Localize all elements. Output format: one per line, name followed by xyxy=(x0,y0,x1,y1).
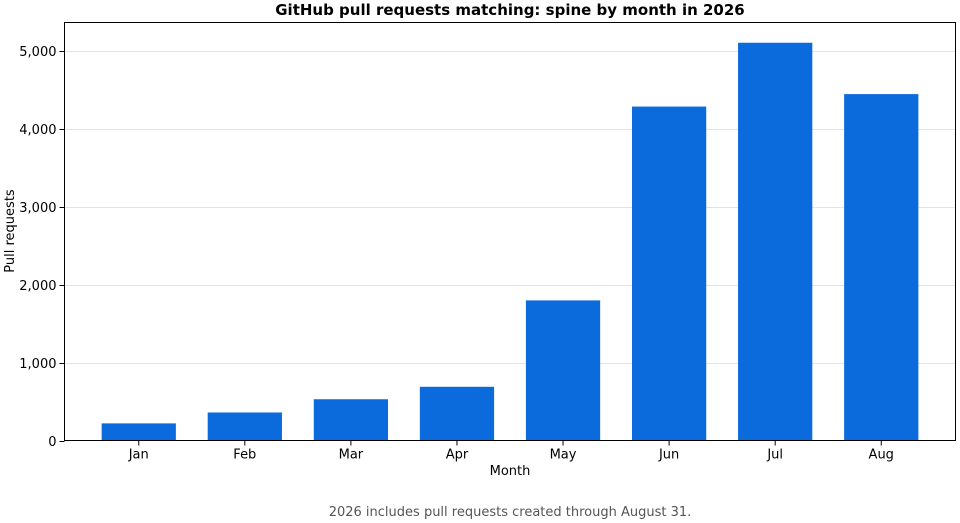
y-axis-label: Pull requests xyxy=(3,189,18,273)
bar-aug xyxy=(844,94,919,441)
bar-jun xyxy=(631,106,707,441)
y-tick-label: 1,000 xyxy=(19,357,56,372)
chart-title: GitHub pull requests matching: spine by … xyxy=(275,1,745,19)
x-axis-ticks: Jan Feb Mar Apr May Jun Jul Aug xyxy=(128,440,894,463)
x-tick-label-may: May xyxy=(550,448,577,463)
y-tick-label: 3,000 xyxy=(19,201,56,216)
grid-lines xyxy=(64,51,956,364)
x-tick-label-jan: Jan xyxy=(128,448,149,463)
x-tick-label-mar: Mar xyxy=(339,448,364,463)
y-tick-label: 4,000 xyxy=(19,123,56,138)
bar-may xyxy=(525,300,601,441)
bar-mar xyxy=(313,399,389,441)
x-tick-label-aug: Aug xyxy=(869,448,894,463)
bar-apr xyxy=(419,386,495,441)
y-tick-label: 0 xyxy=(48,435,56,450)
x-axis-label: Month xyxy=(490,464,531,479)
y-tick-label: 2,000 xyxy=(19,279,56,294)
plot-frame xyxy=(64,22,956,441)
x-tick-label-jun: Jun xyxy=(658,448,679,463)
x-tick-label-feb: Feb xyxy=(233,448,256,463)
bars xyxy=(101,42,919,441)
y-axis-ticks: 0 1,000 2,000 3,000 4,000 5,000 xyxy=(19,45,65,450)
bar-jan xyxy=(101,423,176,441)
bar-jul xyxy=(738,42,813,441)
y-tick-label: 5,000 xyxy=(19,45,56,60)
x-tick-label-apr: Apr xyxy=(446,448,469,463)
bar-feb xyxy=(207,412,282,441)
chart-footnote: 2026 includes pull requests created thro… xyxy=(329,505,692,520)
x-tick-label-jul: Jul xyxy=(766,448,783,463)
